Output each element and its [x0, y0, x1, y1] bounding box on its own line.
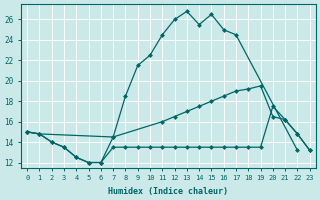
X-axis label: Humidex (Indice chaleur): Humidex (Indice chaleur)	[108, 187, 228, 196]
